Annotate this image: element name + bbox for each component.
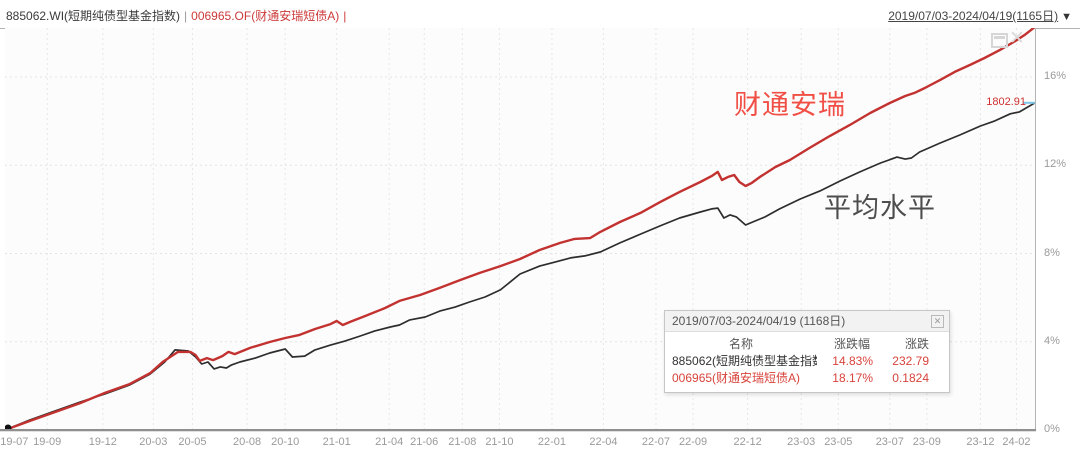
snapshot-icon[interactable] (991, 33, 1008, 48)
row2-pct-chg: 18.17% (832, 371, 873, 385)
title-separator-2: | (343, 9, 347, 23)
tooltip-column-headers: 名称 涨跌幅 涨跌 (665, 336, 949, 352)
last-value-label: 1802.91 (986, 96, 1026, 108)
row1-chg: 232.79 (892, 354, 929, 368)
table-row: 006965(财通安瑞短债A) 18.17% 0.1824 (665, 370, 949, 386)
x-axis-tick-label: 19-12 (88, 436, 117, 448)
y-axis-tick-label: 8% (1044, 246, 1060, 259)
tooltip-title: 2019/07/03-2024/04/19 (1168日) (672, 314, 846, 328)
x-axis-line-shadow (0, 431, 1036, 432)
black-series-annotation: 平均水平 (824, 193, 936, 223)
x-axis-tick-label: 22-04 (589, 436, 618, 448)
col-pct-chg: 涨跌幅 (833, 337, 870, 351)
row2-chg: 0.1824 (892, 371, 929, 385)
tooltip-header: 2019/07/03-2024/04/19 (1168日) ✕ (665, 311, 949, 332)
series2-title[interactable]: 006965.OF(财通安瑞短债A) (191, 9, 340, 23)
y-axis-tick-label: 4% (1044, 334, 1060, 347)
x-axis-tick-label: 21-08 (448, 436, 477, 448)
title-separator: | (184, 9, 188, 23)
x-axis-tick-label: 22-12 (733, 436, 762, 448)
range-stats-tooltip[interactable]: 2019/07/03-2024/04/19 (1168日) ✕ 名称 涨跌幅 涨… (664, 310, 950, 393)
chart-header-bar: 885062.WI(短期纯债型基金指数) | 006965.OF(财通安瑞短债A) |… (0, 0, 1080, 28)
date-range-text[interactable]: 2019/07/03-2024/04/19(1165日) (888, 9, 1059, 23)
y-axis-tick-label: 12% (1044, 158, 1067, 171)
row1-pct-chg: 14.83% (832, 354, 873, 368)
chevron-down-icon[interactable]: ▼ (1061, 11, 1072, 23)
series-line (4, 102, 1036, 431)
x-axis-tick-label: 23-03 (787, 436, 816, 448)
x-axis-tick-label: 23-05 (824, 436, 853, 448)
x-axis-tick-label: 21-04 (375, 436, 404, 448)
x-axis-tick-label: 21-06 (410, 436, 439, 448)
red-series-annotation: 财通安瑞 (734, 90, 846, 120)
x-axis-tick-label: 23-09 (912, 436, 941, 448)
row1-name: 885062(短期纯债型基金指数) (672, 354, 817, 368)
tooltip-close-icon[interactable]: ✕ (931, 315, 944, 328)
x-axis-tick-label: 22-07 (641, 436, 671, 448)
table-row: 885062(短期纯债型基金指数) 14.83% 232.79 (665, 353, 949, 369)
series-title: 885062.WI(短期纯债型基金指数) | 006965.OF(财通安瑞短债A) | (6, 7, 350, 24)
x-axis-tick-label: 21-10 (485, 436, 514, 448)
plot-corner-controls: ✕ (991, 29, 1025, 48)
x-axis-tick-label: 19-07 (0, 436, 29, 448)
x-axis-tick-label: 20-03 (139, 436, 168, 448)
x-axis-tick-label: 21-01 (322, 436, 351, 448)
x-axis-tick-label: 23-12 (966, 436, 995, 448)
col-chg: 涨跌 (904, 337, 929, 351)
x-axis-tick-label: 23-07 (875, 436, 904, 448)
tooltip-body: 名称 涨跌幅 涨跌 885062(短期纯债型基金指数) 14.83% 232.7… (665, 332, 949, 392)
x-axis-tick-label: 24-02 (1002, 436, 1031, 448)
date-range-control: 2019/07/03-2024/04/19(1165日) ▼ (888, 7, 1072, 24)
row2-name: 006965(财通安瑞短债A) (672, 371, 801, 385)
x-axis-tick-label: 20-10 (271, 436, 300, 448)
series1-title[interactable]: 885062.WI(短期纯债型基金指数) (6, 9, 181, 23)
plot-right-border (1035, 28, 1036, 430)
x-axis-tick-label: 19-09 (33, 436, 62, 448)
x-axis-tick-label: 20-05 (178, 436, 207, 448)
y-axis-tick-label: 0% (1044, 423, 1060, 435)
x-axis-tick-label: 20-08 (232, 436, 262, 448)
y-axis-tick-label: 16% (1044, 70, 1067, 82)
x-axis-tick-label: 22-01 (537, 436, 566, 448)
x-axis-line (0, 429, 1036, 431)
col-name: 名称 (728, 337, 753, 351)
series-line (4, 25, 1036, 432)
x-axis-tick-label: 22-09 (678, 436, 708, 448)
close-icon[interactable]: ✕ (1009, 28, 1025, 49)
